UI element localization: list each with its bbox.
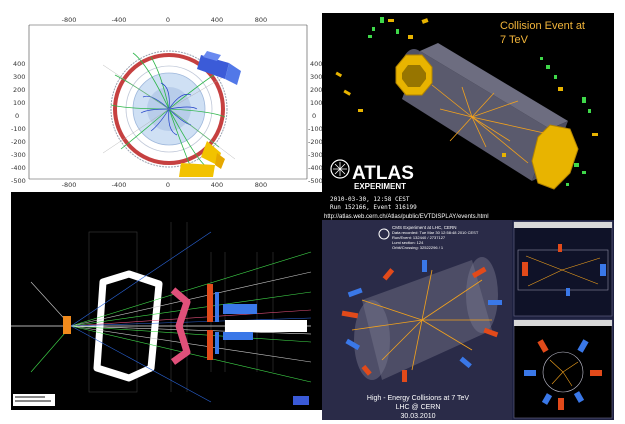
dipole-magnet — [93, 270, 163, 382]
cms-info-line5: Orbit/Crossing: 32522296 / 1 — [392, 245, 444, 250]
cms-caption-line1: High - Energy Collisions at 7 TeV — [367, 395, 470, 402]
y-tick-right: -200 — [308, 138, 322, 146]
atlas-logo: ATLAS EXPERIMENT — [330, 159, 414, 191]
calorimeter-ring — [113, 53, 225, 165]
y-tick-right: -500 — [308, 177, 322, 185]
atlas-logo-word: ATLAS — [352, 163, 414, 184]
event-title-line2: 7 TeV — [500, 34, 529, 46]
y-tick-right: -300 — [308, 151, 322, 159]
y-tick-left: -100 — [11, 125, 26, 133]
y-tick-right: 0 — [312, 112, 316, 120]
y-ticks-right: 400 300 200 100 0 -100 -200 -300 -400 -5… — [308, 60, 322, 185]
x-tick-bottom: 0 — [166, 181, 170, 189]
y-tick-left: -400 — [11, 164, 26, 172]
yellow-calorimeter-deposit — [179, 141, 225, 177]
lhcb-side-view — [11, 192, 322, 410]
x-tick-bottom: -400 — [112, 181, 127, 189]
y-tick-right: -100 — [308, 125, 322, 133]
atlas-transverse-view: -800 -400 0 400 800 -800 -400 0 400 800 … — [11, 13, 322, 189]
y-tick-left: 100 — [13, 99, 25, 107]
outer-detector-ring — [110, 50, 228, 168]
gold-chambers — [335, 18, 598, 157]
y-tick-left: -200 — [11, 138, 26, 146]
end-cap-left — [395, 54, 433, 96]
y-tick-right: 400 — [310, 60, 322, 68]
calorimeter-bars — [207, 284, 257, 360]
x-tick-bottom: 800 — [255, 181, 267, 189]
x-tick-bottom: -800 — [62, 181, 77, 189]
y-tick-left: 400 — [13, 60, 25, 68]
cms-info-line4: Lumi section: 124 — [392, 240, 424, 245]
lhcb-side-view-panel — [11, 192, 322, 410]
end-cap-right — [531, 124, 579, 190]
inner-ring — [125, 65, 213, 153]
y-tick-left: -300 — [11, 151, 26, 159]
x-tick-top: -400 — [112, 16, 127, 24]
vertex-locator — [63, 316, 71, 334]
atlas-3d-event-panel: Collision Event at 7 TeV — [322, 13, 614, 220]
experiment-logo-badge — [293, 396, 309, 405]
x-tick-top: 400 — [211, 16, 223, 24]
event-title-line1: Collision Event at — [500, 20, 585, 32]
y-ticks-left: 400 300 200 100 0 -100 -200 -300 -400 -5… — [11, 60, 26, 185]
x-tick-bottom: 400 — [211, 181, 223, 189]
y-tick-right: -400 — [308, 164, 322, 172]
x-tick-top: 0 — [166, 16, 170, 24]
cms-info-line1: CMS Experiment at LHC, CERN — [392, 225, 457, 230]
cms-subview-bottom — [513, 319, 613, 419]
muon-station — [225, 320, 307, 332]
y-tick-left: 300 — [13, 73, 25, 81]
orange-tracks — [431, 84, 545, 164]
cms-info-line2: Data recorded: Tue Mar 30 12:58:48 2010 … — [392, 230, 479, 235]
cms-caption-line3: 30.03.2010 — [400, 413, 435, 420]
atlas-logo-sub: EXPERIMENT — [354, 182, 406, 191]
y-tick-right: 300 — [310, 73, 322, 81]
x-tick-top: 800 — [255, 16, 267, 24]
y-tick-left: 0 — [15, 112, 19, 120]
y-tick-left: -500 — [11, 177, 26, 185]
cms-caption-line2: LHC @ CERN — [396, 404, 441, 411]
y-tick-right: 100 — [310, 99, 322, 107]
cms-subview-top — [513, 221, 613, 317]
cms-tracks — [351, 269, 492, 371]
cms-info-header: CMS Experiment at LHC, CERN Data recorde… — [378, 225, 479, 250]
cms-info-line3: Run/Event: 132440 / 2737127 — [392, 235, 446, 240]
x-tick-top: -800 — [62, 16, 77, 24]
muon-hits — [368, 17, 591, 186]
blue-tracks — [140, 82, 198, 136]
run-info-date: 2010-03-30, 12:58 CEST — [330, 196, 410, 203]
blue-calorimeter-deposit — [197, 51, 241, 85]
atlas-3d-event: Collision Event at 7 TeV — [322, 13, 614, 220]
atlas-url: http://atlas.web.cern.ch/Atlas/public/EV… — [324, 214, 489, 220]
run-info-event: Run 152166, Event 316199 — [330, 204, 417, 211]
cms-calorimeter-towers — [341, 260, 502, 382]
atlas-transverse-view-panel: -800 -400 0 400 800 -800 -400 0 400 800 … — [11, 13, 322, 189]
cms-event-panel: CMS Experiment at LHC, CERN Data recorde… — [322, 220, 614, 420]
rich-detector — [170, 287, 191, 365]
y-tick-right: 200 — [310, 86, 322, 94]
y-tick-left: 200 — [13, 86, 25, 94]
cms-event: CMS Experiment at LHC, CERN Data recorde… — [322, 220, 614, 420]
